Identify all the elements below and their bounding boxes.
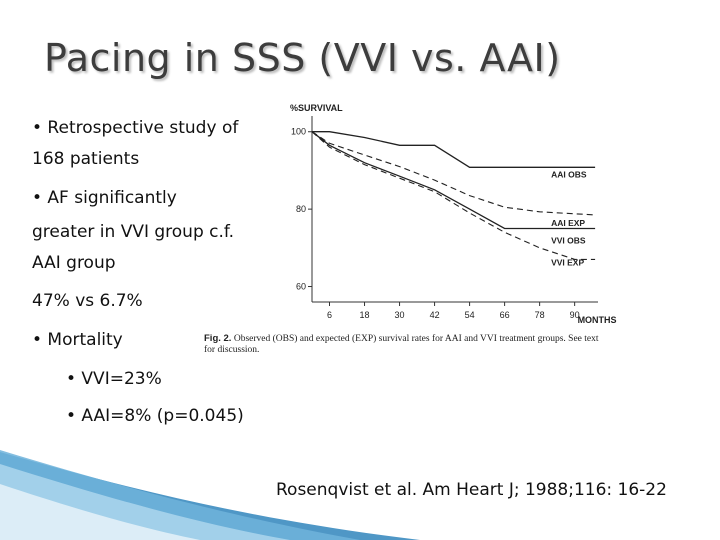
series-line-aai-exp xyxy=(311,131,596,216)
bullet-af: • AF significantly xyxy=(32,188,177,208)
decorative-swoosh xyxy=(0,450,420,540)
bullet-vvi-mortality: • VVI=23% xyxy=(66,369,162,389)
x-axis-label: MONTHS xyxy=(578,315,617,325)
series-label-aai-exp: AAI EXP xyxy=(551,218,585,228)
x-tick-label: 66 xyxy=(500,310,510,320)
bullet-af-values: 47% vs 6.7% xyxy=(32,291,143,311)
bullet-mortality: • Mortality xyxy=(32,330,123,350)
x-tick-label: 78 xyxy=(535,310,545,320)
citation: Rosenqvist et al. Am Heart J; 1988;116: … xyxy=(276,480,667,500)
x-tick-label: 18 xyxy=(360,310,370,320)
series-label-vvi-exp: VVI EXP xyxy=(551,257,584,267)
bullet-aai-mortality: • AAI=8% (p=0.045) xyxy=(66,406,244,426)
slide-title: Pacing in SSS (VVI vs. AAI) xyxy=(44,36,561,80)
x-tick-label: 42 xyxy=(430,310,440,320)
series-label-aai-obs: AAI OBS xyxy=(551,169,587,179)
x-tick-label: 6 xyxy=(327,310,332,320)
series-line-vvi-obs xyxy=(311,131,596,230)
y-axis-label: %SURVIVAL xyxy=(290,103,343,113)
bullet-af-cont-2: AAI group xyxy=(32,253,116,273)
series-line-vvi-exp xyxy=(311,131,596,260)
y-tick-label: 60 xyxy=(296,282,306,292)
figure-label: Fig. 2. xyxy=(204,333,232,344)
y-tick-label: 100 xyxy=(291,127,306,137)
x-tick-label: 54 xyxy=(465,310,475,320)
figure-caption: Fig. 2. Observed (OBS) and expected (EXP… xyxy=(204,333,720,356)
series-label-vvi-obs: VVI OBS xyxy=(551,235,586,245)
bullet-study: • Retrospective study of xyxy=(32,118,239,138)
figure-caption-line2: for discussion. xyxy=(204,345,260,355)
y-tick-label: 80 xyxy=(296,204,306,214)
series-line-aai-obs xyxy=(312,131,596,168)
bullet-af-cont-1: greater in VVI group c.f. xyxy=(32,222,235,242)
survival-chart: 60 80 100 6 18 30 42 54 66 78 90 %SURVIVAL MONTHS AA… xyxy=(290,103,617,325)
figure-caption-line1: Observed (OBS) and expected (EXP) surviv… xyxy=(233,334,599,344)
x-tick-label: 30 xyxy=(395,310,405,320)
bullet-study-cont: 168 patients xyxy=(32,149,140,169)
x-tick-label: 90 xyxy=(570,310,580,320)
